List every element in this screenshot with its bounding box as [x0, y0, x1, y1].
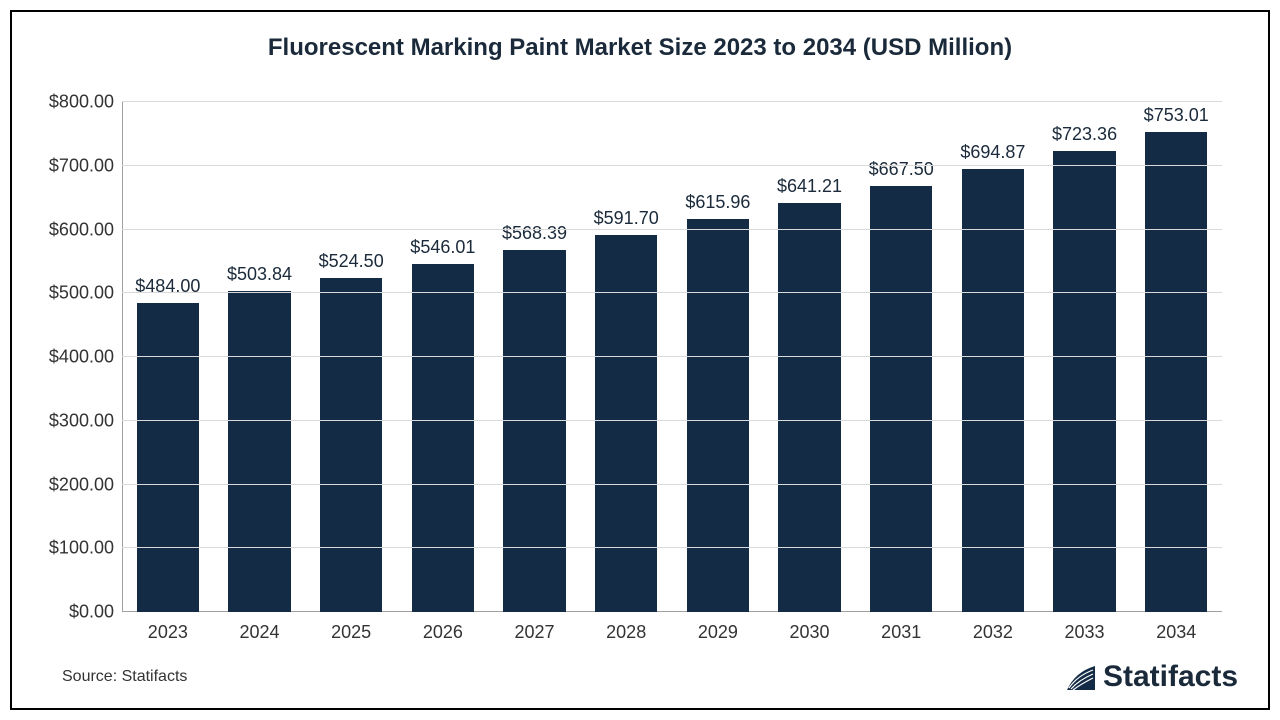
x-tick-label: 2026	[423, 622, 463, 643]
bar: $503.84	[228, 291, 290, 612]
bar-value-label: $641.21	[777, 176, 842, 197]
bar-value-label: $484.00	[135, 276, 200, 297]
y-tick-label: $400.00	[49, 347, 114, 368]
y-tick-label: $300.00	[49, 410, 114, 431]
bar-value-label: $524.50	[319, 251, 384, 272]
bar-slot: $753.012034	[1130, 102, 1222, 612]
bar-value-label: $694.87	[960, 142, 1025, 163]
gridline	[122, 165, 1222, 166]
gridline	[122, 101, 1222, 102]
bar: $484.00	[137, 303, 199, 612]
bar-slot: $723.362033	[1039, 102, 1131, 612]
x-tick-label: 2034	[1156, 622, 1196, 643]
chart-frame: Fluorescent Marking Paint Market Size 20…	[10, 10, 1270, 710]
logo-icon	[1065, 662, 1097, 692]
bar-value-label: $615.96	[685, 192, 750, 213]
y-tick-label: $500.00	[49, 283, 114, 304]
bar: $694.87	[962, 169, 1024, 612]
gridline	[122, 420, 1222, 421]
x-tick-label: 2029	[698, 622, 738, 643]
y-tick-label: $200.00	[49, 474, 114, 495]
x-tick-label: 2027	[514, 622, 554, 643]
bar-slot: $591.702028	[580, 102, 672, 612]
gridline	[122, 292, 1222, 293]
bar-value-label: $667.50	[869, 159, 934, 180]
brand-logo: Statifacts	[1065, 660, 1238, 694]
bar-value-label: $753.01	[1144, 105, 1209, 126]
chart-title: Fluorescent Marking Paint Market Size 20…	[12, 34, 1268, 62]
y-tick-label: $700.00	[49, 155, 114, 176]
gridline	[122, 547, 1222, 548]
bar-value-label: $503.84	[227, 264, 292, 285]
bar-slot: $546.012026	[397, 102, 489, 612]
x-tick-label: 2024	[239, 622, 279, 643]
x-tick-label: 2033	[1065, 622, 1105, 643]
y-tick-label: $800.00	[49, 92, 114, 113]
x-tick-label: 2030	[790, 622, 830, 643]
bar-value-label: $723.36	[1052, 124, 1117, 145]
bar-value-label: $546.01	[410, 237, 475, 258]
bar: $615.96	[687, 219, 749, 612]
bars-container: $484.002023$503.842024$524.502025$546.01…	[122, 102, 1222, 612]
logo-text: Statifacts	[1103, 660, 1238, 694]
bar-slot: $615.962029	[672, 102, 764, 612]
bar-slot: $667.502031	[855, 102, 947, 612]
x-tick-label: 2031	[881, 622, 921, 643]
bar-slot: $641.212030	[764, 102, 856, 612]
bar-value-label: $591.70	[594, 208, 659, 229]
source-attribution: Source: Statifacts	[62, 668, 187, 686]
x-tick-label: 2025	[331, 622, 371, 643]
bar: $723.36	[1053, 151, 1115, 612]
bar-slot: $503.842024	[214, 102, 306, 612]
y-tick-label: $100.00	[49, 538, 114, 559]
gridline	[122, 484, 1222, 485]
bar-slot: $524.502025	[305, 102, 397, 612]
bar-slot: $484.002023	[122, 102, 214, 612]
plot-area: $484.002023$503.842024$524.502025$546.01…	[122, 102, 1222, 612]
bar: $753.01	[1145, 132, 1207, 612]
bar: $546.01	[412, 264, 474, 612]
bar: $568.39	[503, 250, 565, 612]
y-tick-label: $600.00	[49, 219, 114, 240]
x-tick-label: 2028	[606, 622, 646, 643]
bar-slot: $694.872032	[947, 102, 1039, 612]
y-tick-label: $0.00	[69, 602, 114, 623]
bar: $524.50	[320, 278, 382, 612]
gridline	[122, 356, 1222, 357]
bar-value-label: $568.39	[502, 223, 567, 244]
gridline	[122, 229, 1222, 230]
bar: $641.21	[778, 203, 840, 612]
bar-slot: $568.392027	[489, 102, 581, 612]
x-tick-label: 2032	[973, 622, 1013, 643]
x-tick-label: 2023	[148, 622, 188, 643]
